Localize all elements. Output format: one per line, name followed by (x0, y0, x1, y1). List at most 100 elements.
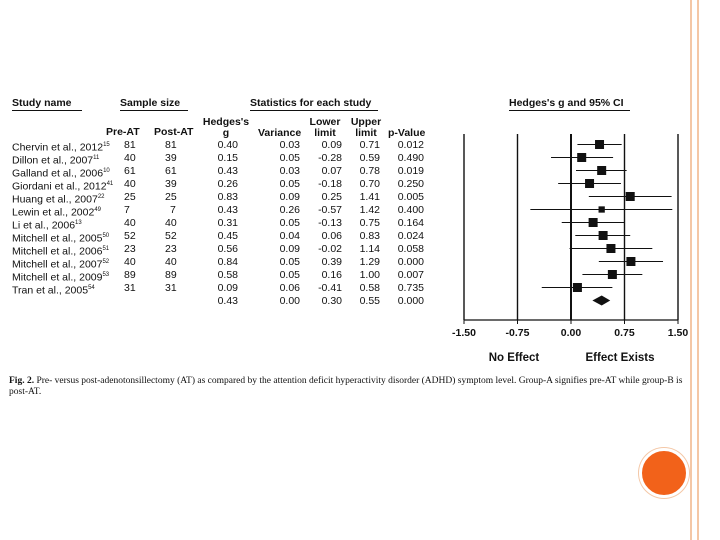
p-value: 0.005 (397, 190, 424, 203)
variance-value: 0.26 (279, 203, 300, 216)
hedges-g-value: 0.43 (217, 164, 238, 177)
header-underline-sample (120, 110, 188, 111)
upper-limit-value: 0.75 (359, 216, 380, 229)
study-name: Huang et al., 200722 (12, 193, 105, 205)
upper-limit-value: 0.58 (359, 281, 380, 294)
upper-limit-value: 0.83 (359, 229, 380, 242)
header-lower-line1: Lower (309, 116, 341, 128)
hedges-g-value: 0.26 (217, 177, 238, 190)
upper-limit-value: 1.00 (359, 268, 380, 281)
study-name: Mitchell et al., 200550 (12, 232, 110, 244)
post-at-value: 81 (165, 138, 177, 151)
post-at-value: 40 (165, 216, 177, 229)
x-axis-tick-label: 0.75 (614, 327, 635, 339)
p-value: 0.250 (397, 177, 424, 190)
header-pre-at: Pre-AT (106, 126, 140, 138)
study-name: Giordani et al., 201241 (12, 180, 114, 192)
lower-limit-value: 0.25 (321, 190, 342, 203)
upper-limit-value: 1.41 (359, 190, 380, 203)
lower-limit-value: -0.13 (318, 216, 342, 229)
effect-size-marker (607, 270, 617, 279)
upper-limit-value: 0.78 (359, 164, 380, 177)
post-at-value: 52 (165, 229, 177, 242)
effect-size-marker (585, 179, 595, 188)
header-upper-line1: Upper (350, 116, 382, 128)
header-hedges-line1: Hedges's (202, 116, 250, 128)
header-variance: Variance (258, 127, 302, 139)
variance-value: 0.09 (279, 242, 300, 255)
right-axis-label-effect-exists: Effect Exists (585, 352, 654, 364)
header-underline-study (12, 110, 82, 111)
slide-decoration-line-left (690, 0, 692, 540)
p-value: 0.490 (397, 151, 424, 164)
study-name: Lewin et al., 200249 (12, 206, 101, 218)
post-at-value: 39 (165, 151, 177, 164)
hedges-g-value: 0.83 (217, 190, 238, 203)
upper-limit-value: 1.42 (359, 203, 380, 216)
variance-value: 0.05 (279, 177, 300, 190)
post-at-value: 61 (165, 164, 177, 177)
summary-lower-limit: 0.30 (321, 294, 342, 307)
upper-limit-value: 1.29 (359, 255, 380, 268)
hedges-g-value: 0.15 (217, 151, 238, 164)
hedges-g-value: 0.84 (217, 255, 238, 268)
lower-limit-value: 0.06 (321, 229, 342, 242)
effect-size-marker (626, 257, 636, 266)
variance-value: 0.04 (279, 229, 300, 242)
figure-caption: Fig. 2. Pre- versus post-adenotonsillect… (9, 376, 689, 398)
header-post-at: Post-AT (154, 126, 194, 138)
lower-limit-value: 0.09 (321, 138, 342, 151)
pre-at-value: 31 (124, 281, 136, 294)
summary-upper-limit: 0.55 (359, 294, 380, 307)
hedges-g-value: 0.56 (217, 242, 238, 255)
header-underline-plot (509, 110, 630, 111)
figure-caption-label: Fig. 2. (9, 376, 35, 386)
upper-limit-value: 0.70 (359, 177, 380, 190)
pre-at-value: 40 (124, 151, 136, 164)
study-name: Tran et al., 200554 (12, 284, 95, 296)
x-axis-tick-label: 1.50 (668, 327, 689, 339)
left-axis-label-no-effect: No Effect (489, 352, 540, 364)
lower-limit-value: -0.02 (318, 242, 342, 255)
figure-caption-text: Pre- versus post-adenotonsillectomy (AT)… (9, 376, 683, 397)
effect-size-marker (572, 283, 582, 292)
pre-at-value: 25 (124, 190, 136, 203)
study-name: Chervin et al., 201215 (12, 141, 110, 153)
upper-limit-value: 0.71 (359, 138, 380, 151)
post-at-value: 31 (165, 281, 177, 294)
effect-size-marker (606, 244, 616, 253)
study-name: Mitchell et al., 200752 (12, 258, 110, 270)
upper-limit-value: 0.59 (359, 151, 380, 164)
post-at-value: 39 (165, 177, 177, 190)
effect-size-marker (598, 206, 605, 213)
pre-at-value: 40 (124, 177, 136, 190)
study-name: Mitchell et al., 200953 (12, 271, 110, 283)
p-value: 0.012 (397, 138, 424, 151)
lower-limit-value: -0.18 (318, 177, 342, 190)
summary-diamond (592, 295, 611, 306)
post-at-value: 7 (170, 203, 176, 216)
variance-value: 0.05 (279, 268, 300, 281)
x-axis-tick-label: -1.50 (452, 327, 476, 339)
post-at-value: 40 (165, 255, 177, 268)
effect-size-marker (588, 218, 598, 227)
variance-value: 0.09 (279, 190, 300, 203)
hedges-g-value: 0.45 (217, 229, 238, 242)
upper-limit-value: 1.14 (359, 242, 380, 255)
slide-decoration-dot (639, 448, 689, 498)
p-value: 0.735 (397, 281, 424, 294)
header-pvalue: p-Value (388, 127, 426, 139)
pre-at-value: 52 (124, 229, 136, 242)
p-value: 0.400 (397, 203, 424, 216)
p-value: 0.164 (397, 216, 424, 229)
variance-value: 0.06 (279, 281, 300, 294)
pre-at-value: 23 (124, 242, 136, 255)
hedges-g-value: 0.40 (217, 138, 238, 151)
lower-limit-value: -0.41 (318, 281, 342, 294)
hedges-g-value: 0.31 (217, 216, 238, 229)
variance-value: 0.05 (279, 255, 300, 268)
study-name: Mitchell et al., 200651 (12, 245, 110, 257)
summary-p-value: 0.000 (397, 294, 424, 307)
lower-limit-value: 0.07 (321, 164, 342, 177)
summary-hedges-g: 0.43 (217, 294, 238, 307)
